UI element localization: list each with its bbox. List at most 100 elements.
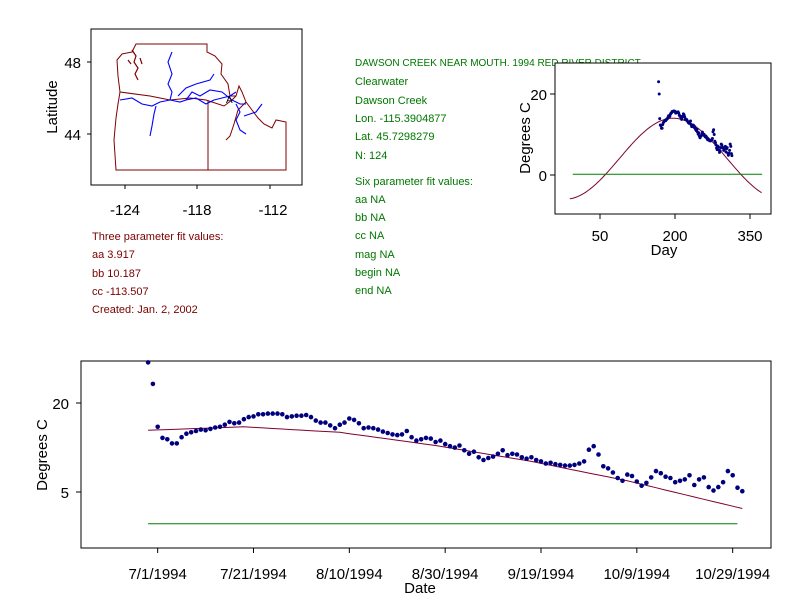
seasonal-data-point [697, 131, 701, 135]
data-point [490, 454, 496, 459]
seasonal-data-point [727, 151, 731, 155]
data-point [447, 443, 453, 449]
data-point [260, 412, 266, 417]
data-point [193, 428, 199, 434]
timeseries-ylabel: Degrees C [34, 419, 51, 491]
data-point [476, 455, 482, 460]
puget-sound [127, 49, 143, 81]
seasonal-data-point [716, 145, 720, 149]
data-point [682, 477, 688, 482]
data-point [366, 425, 371, 430]
timeseries-frame [80, 360, 772, 549]
data-point [418, 437, 424, 442]
data-point [414, 438, 419, 443]
station-lon: Lon. -115.3904877 [355, 113, 447, 125]
seasonal-xtick-label: 350 [737, 228, 762, 245]
data-point [639, 483, 644, 489]
data-point [160, 435, 165, 441]
data-point [318, 420, 323, 425]
station-basin: Clearwater [355, 76, 409, 88]
seasonal-data-point [728, 142, 732, 146]
data-point [179, 434, 184, 440]
seasonal-ylabel: Degrees C [517, 102, 534, 174]
timeseries-panel: 7/1/1994 7/21/1994 8/10/1994 8/30/1994 9/19/… [34, 360, 772, 597]
data-point [495, 451, 501, 457]
six-param-bb: bb NA [355, 212, 386, 224]
data-point [169, 441, 175, 446]
seasonal-xlabel: Day [651, 242, 678, 259]
data-point [380, 429, 386, 434]
data-point [706, 484, 711, 490]
data-point [150, 381, 156, 387]
data-point [395, 432, 400, 438]
data-point [629, 473, 635, 479]
data-point [562, 463, 568, 468]
seasonal-data-point [657, 92, 661, 96]
three-param-header: Three parameter fit values: [92, 231, 224, 243]
data-point [342, 420, 347, 425]
data-point [596, 452, 601, 457]
data-point [361, 425, 367, 431]
data-point [308, 414, 314, 420]
data-point [217, 424, 223, 430]
data-point [265, 411, 271, 416]
data-point [711, 488, 716, 493]
map-xtick-label: -118 [183, 202, 212, 219]
data-point [409, 434, 414, 440]
data-point [668, 475, 673, 481]
data-point [347, 416, 352, 421]
data-point [270, 411, 276, 416]
data-point [610, 470, 616, 475]
seasonal-data-point [713, 141, 717, 144]
data-point [246, 414, 251, 420]
station-n: N: 124 [355, 150, 388, 162]
data-point [184, 431, 189, 437]
map-xtick-label: -124 [110, 202, 140, 219]
data-point [351, 417, 357, 423]
data-point [687, 473, 692, 478]
map-panel: A -124 -118 -112 48 44 Latitude [44, 28, 303, 219]
seasonal-data-point [730, 154, 734, 158]
data-point [155, 424, 160, 430]
data-point [524, 456, 529, 462]
data-point [404, 428, 410, 434]
map-ytick-label: 44 [64, 127, 81, 144]
data-point [452, 445, 458, 450]
data-point [581, 459, 587, 464]
seasonal-data-point [660, 126, 664, 130]
data-point [471, 449, 477, 455]
seasonal-data-point [718, 149, 722, 153]
data-point [284, 414, 290, 420]
ts-xtick-label: 8/30/1994 [412, 566, 479, 583]
map-xtick-label: -112 [259, 202, 288, 219]
data-point [519, 455, 525, 460]
three-param-cc: cc -113.507 [92, 286, 149, 298]
ts-xtick-label: 10/29/1994 [695, 566, 770, 583]
data-point [538, 459, 544, 464]
data-point [716, 484, 721, 490]
data-point [591, 443, 596, 449]
data-point [303, 412, 309, 418]
map-ytick-label: 48 [64, 55, 81, 72]
data-point [275, 411, 280, 416]
data-point [356, 421, 362, 426]
data-point [701, 475, 707, 480]
seasonal-data-point [712, 133, 716, 136]
data-point [433, 439, 438, 445]
six-param-cc: cc NA [355, 230, 385, 242]
data-point [222, 422, 228, 428]
data-point [505, 452, 510, 458]
ts-xtick-label: 10/9/1994 [603, 566, 670, 583]
data-point [696, 477, 702, 482]
data-point [510, 451, 515, 457]
data-point [165, 437, 170, 442]
data-point [730, 473, 735, 478]
data-point [294, 413, 299, 419]
data-point [385, 430, 391, 436]
data-point [289, 414, 295, 419]
data-point [375, 427, 381, 432]
data-point [255, 412, 261, 417]
data-point [332, 425, 338, 431]
data-point [236, 420, 242, 425]
data-point [601, 464, 606, 469]
